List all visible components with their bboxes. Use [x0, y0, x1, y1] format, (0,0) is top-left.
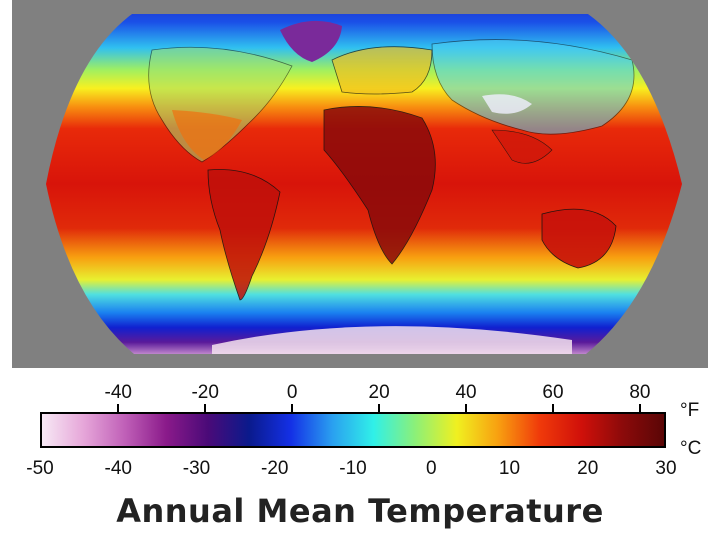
- celsius-tick-label: -40: [104, 458, 132, 479]
- fahrenheit-tick-label: 20: [368, 382, 390, 403]
- fahrenheit-tick-mark: [465, 404, 468, 412]
- celsius-unit-label: °C: [680, 438, 702, 459]
- fahrenheit-unit-label: °F: [680, 400, 700, 421]
- temperature-legend: °F °C Annual Mean Temperature -50 -40 -30 -…: [0, 370, 720, 540]
- celsius-tick-label: 10: [498, 458, 521, 479]
- fahrenheit-tick-mark: [378, 404, 381, 412]
- legend-title: Annual Mean Temperature: [116, 492, 604, 530]
- fahrenheit-tick-label: 80: [629, 382, 651, 403]
- celsius-tick-label: -10: [339, 458, 367, 479]
- fahrenheit-tick-label: 40: [455, 382, 477, 403]
- celsius-tick-label: -50: [26, 458, 54, 479]
- fahrenheit-tick-label: -20: [191, 382, 219, 403]
- world-map-panel: [12, 0, 708, 368]
- celsius-tick-label: 0: [425, 458, 437, 479]
- color-scale-bar: [40, 412, 666, 448]
- celsius-tick-label: -30: [182, 458, 211, 479]
- fahrenheit-tick-mark: [638, 404, 641, 412]
- celsius-tick-label: 20: [577, 458, 599, 479]
- fahrenheit-tick-label: 60: [542, 382, 564, 403]
- celsius-tick-label: 30: [655, 458, 677, 479]
- fahrenheit-tick-mark: [551, 404, 554, 412]
- fahrenheit-tick-label: 0: [286, 382, 298, 403]
- celsius-tick-label: -20: [261, 458, 289, 479]
- fahrenheit-tick-mark: [291, 404, 294, 412]
- fahrenheit-tick-mark: [117, 404, 120, 412]
- fahrenheit-tick-label: -40: [104, 382, 132, 403]
- world-temperature-map: [46, 14, 682, 354]
- fahrenheit-tick-mark: [204, 404, 207, 412]
